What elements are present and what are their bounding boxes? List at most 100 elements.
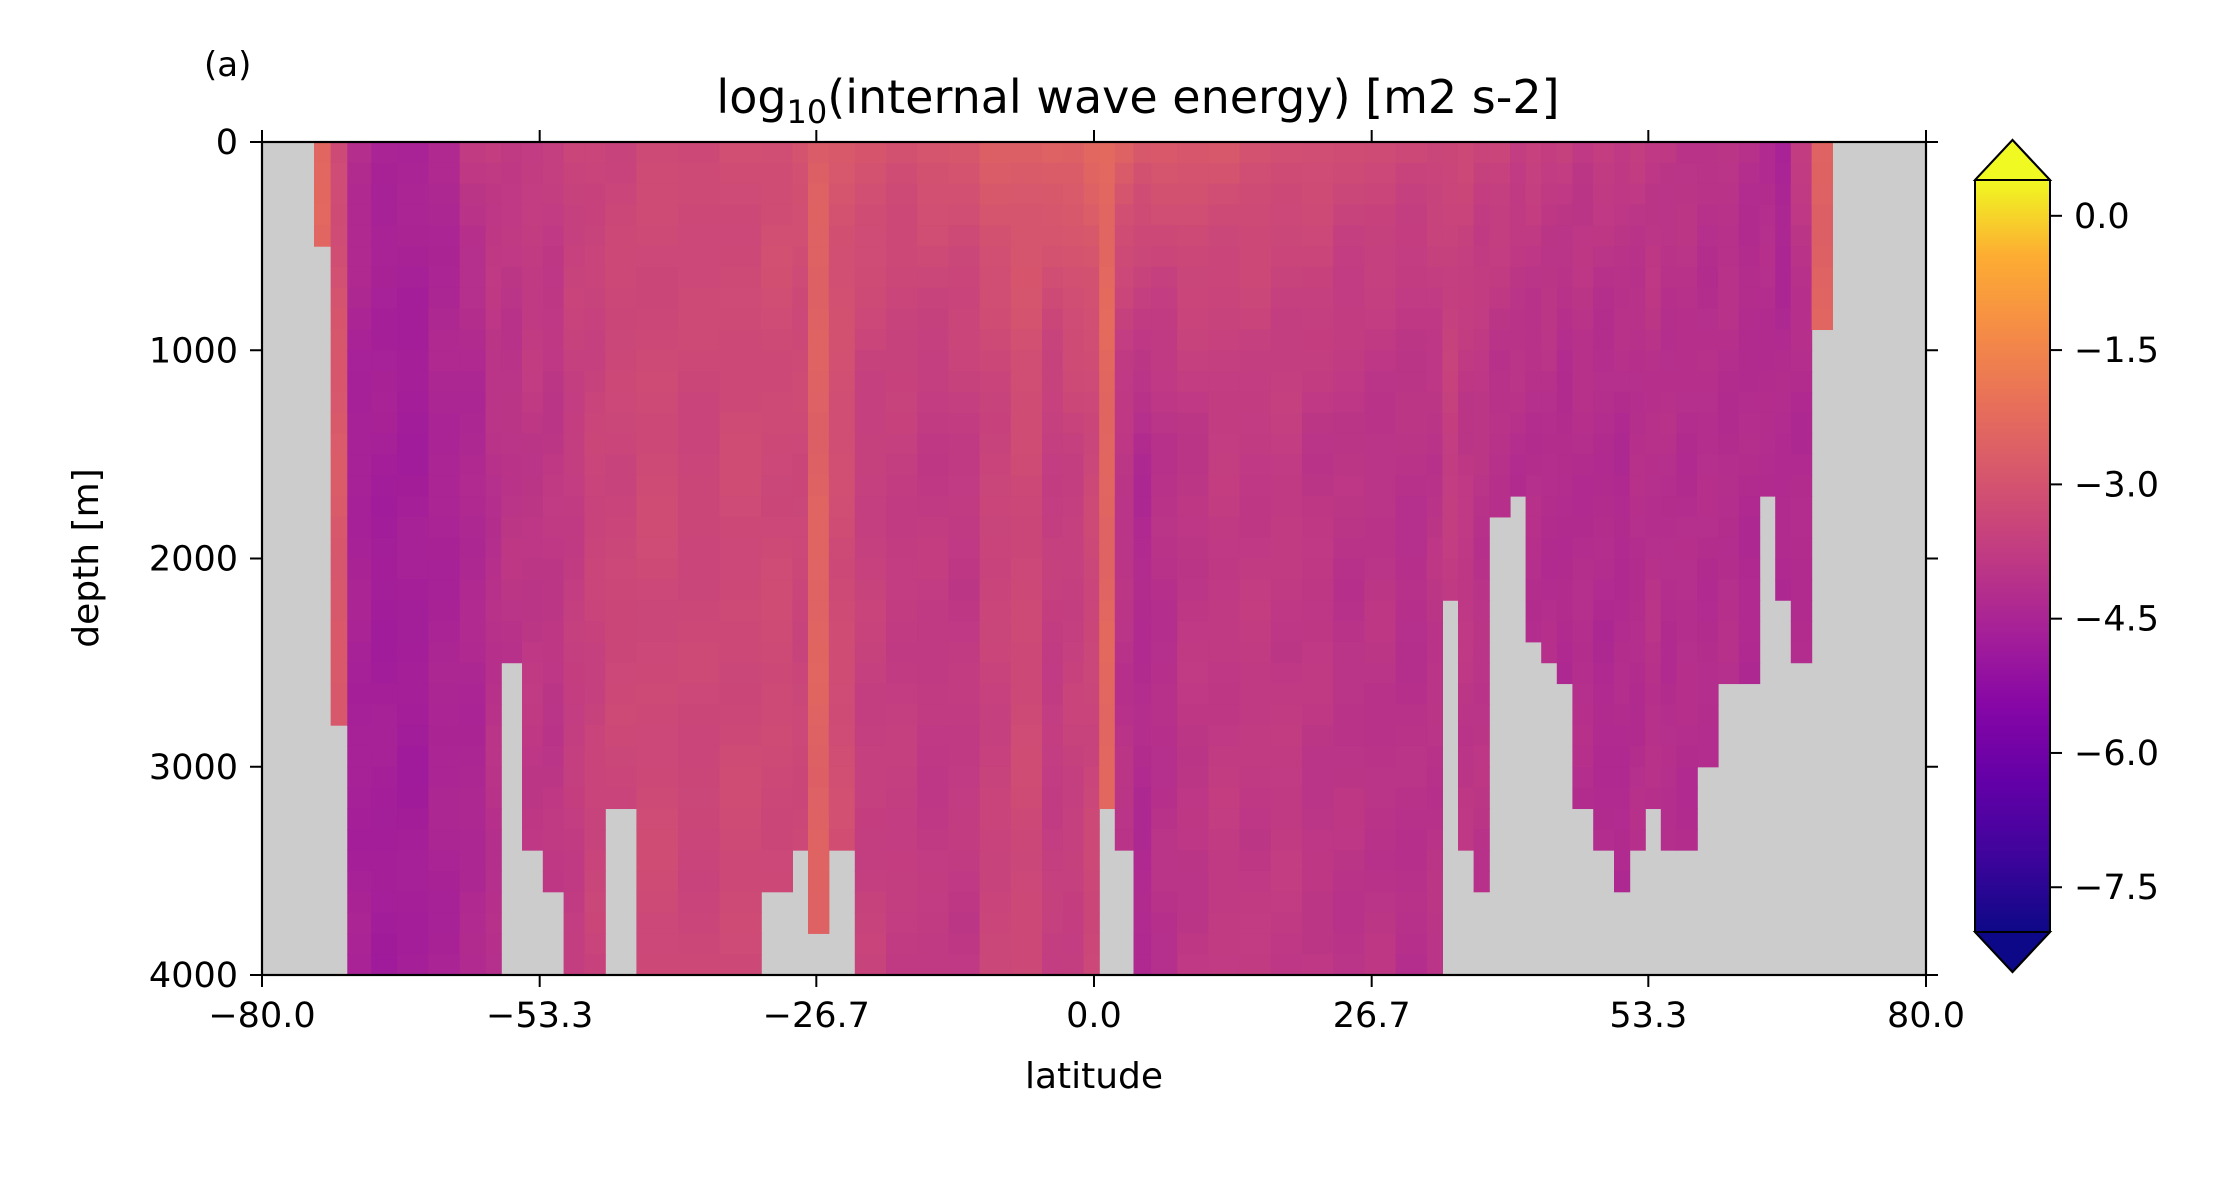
heatmap-cell: [1541, 433, 1558, 455]
heatmap-cell: [1099, 391, 1116, 414]
heatmap-cell: [1302, 579, 1334, 601]
heatmap-cell: [1270, 287, 1303, 310]
heatmap-cell: [1811, 142, 1833, 164]
heatmap-cell: [1333, 308, 1365, 331]
heatmap-cell: [1697, 704, 1719, 726]
heatmap-cell: [1629, 579, 1646, 601]
heatmap-cell: [1645, 371, 1662, 393]
heatmap-cell: [1593, 433, 1615, 455]
heatmap-cell: [761, 745, 793, 768]
heatmap-cell: [1541, 412, 1558, 435]
heatmap-cell: [542, 412, 565, 435]
heatmap-cell: [1364, 620, 1397, 643]
heatmap-cell: [1541, 516, 1558, 539]
heatmap-cell: [1442, 475, 1459, 497]
heatmap-cell: [584, 600, 606, 622]
heatmap-cell: [1083, 475, 1100, 497]
heatmap-cell: [1395, 870, 1428, 893]
heatmap-cell: [1738, 475, 1761, 497]
heatmap-cell: [397, 912, 429, 934]
heatmap-cell: [584, 204, 606, 226]
heatmap-cell: [1790, 329, 1813, 351]
heatmap-cell: [501, 142, 523, 164]
heatmap-cell: [1151, 412, 1178, 435]
heatmap-cell: [459, 641, 487, 664]
heatmap-cell: [1811, 266, 1833, 289]
heatmap-cell: [719, 496, 762, 518]
heatmap-cell: [314, 204, 332, 226]
heatmap-cell: [1083, 183, 1100, 206]
heatmap-cell: [485, 246, 502, 268]
heatmap-cell: [1593, 600, 1615, 622]
heatmap-cell: [428, 371, 461, 393]
heatmap-cell: [1525, 433, 1542, 455]
heatmap-cell: [1302, 433, 1334, 455]
heatmap-cell: [636, 516, 679, 539]
heatmap-cell: [1426, 912, 1443, 934]
heatmap-cell: [1645, 496, 1662, 518]
heatmap-cell: [1270, 662, 1303, 685]
heatmap-cell: [371, 391, 398, 414]
heatmap-cell: [1364, 308, 1397, 331]
heatmap-cell: [1042, 870, 1064, 893]
heatmap-cell: [917, 620, 949, 643]
heatmap-cell: [347, 850, 372, 872]
heatmap-cell: [1593, 142, 1615, 164]
heatmap-cell: [1364, 183, 1397, 206]
heatmap-cell: [1510, 350, 1527, 372]
heatmap-cell: [485, 808, 502, 830]
heatmap-cell: [1614, 475, 1631, 497]
heatmap-cell: [1442, 329, 1459, 351]
heatmap-cell: [1458, 287, 1475, 310]
heatmap-cell: [1660, 391, 1677, 414]
heatmap-cell: [1133, 850, 1152, 872]
heatmap-cell: [1177, 891, 1209, 914]
heatmap-cell: [428, 516, 461, 539]
heatmap-cell: [1010, 246, 1043, 268]
heatmap-cell: [1458, 329, 1475, 351]
heatmap-cell: [1042, 350, 1064, 372]
heatmap-cell: [563, 412, 585, 435]
heatmap-cell: [1629, 600, 1646, 622]
heatmap-cell: [330, 496, 348, 518]
heatmap-cell: [371, 787, 398, 810]
heatmap-cell: [979, 266, 1012, 289]
heatmap-cell: [542, 558, 565, 580]
heatmap-cell: [1593, 287, 1615, 310]
heatmap-cell: [1541, 287, 1558, 310]
heatmap-cell: [1083, 433, 1100, 455]
heatmap-cell: [854, 308, 887, 331]
heatmap-cell: [678, 412, 721, 435]
heatmap-cell: [1114, 266, 1135, 289]
heatmap-cell: [1645, 620, 1662, 643]
heatmap-cell: [1458, 787, 1475, 810]
heatmap-cell: [1697, 246, 1719, 268]
heatmap-cell: [1676, 308, 1698, 331]
heatmap-cell: [886, 558, 918, 580]
heatmap-cell: [1458, 620, 1475, 643]
heatmap-cell: [636, 620, 679, 643]
heatmap-cell: [485, 620, 502, 643]
heatmap-cell: [347, 287, 372, 310]
heatmap-cell: [1790, 412, 1813, 435]
heatmap-cell: [459, 704, 487, 726]
heatmap-cell: [1364, 870, 1397, 893]
heatmap-cell: [330, 433, 348, 455]
heatmap-cell: [1738, 579, 1761, 601]
heatmap-cell: [1333, 662, 1365, 685]
heatmap-cell: [1645, 204, 1662, 226]
heatmap-cell: [1614, 246, 1631, 268]
heatmap-cell: [828, 350, 856, 372]
heatmap-cell: [1697, 412, 1719, 435]
heatmap-cell: [1133, 454, 1152, 476]
heatmap-cell: [1645, 641, 1662, 664]
heatmap-cell: [678, 745, 721, 768]
heatmap-cell: [501, 496, 523, 518]
heatmap-cell: [1270, 725, 1303, 747]
heatmap-cell: [347, 745, 372, 768]
heatmap-cell: [1114, 496, 1135, 518]
heatmap-cell: [979, 162, 1012, 185]
heatmap-cell: [1738, 162, 1761, 185]
heatmap-cell: [397, 683, 429, 705]
heatmap-cell: [1510, 308, 1527, 331]
